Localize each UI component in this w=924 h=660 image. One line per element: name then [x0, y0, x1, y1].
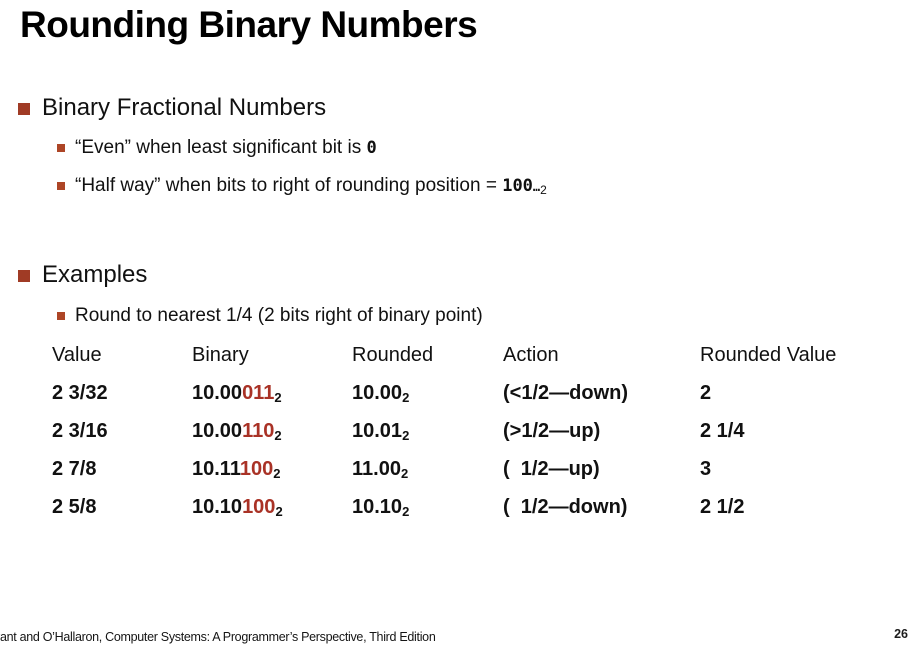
- table-row-action: (<1/2—down): [503, 382, 629, 404]
- bullet-square-icon: [18, 270, 30, 282]
- table-header-binary: Binary: [192, 344, 249, 366]
- rounded-subscript: 2: [402, 390, 410, 405]
- binary-red: 100: [239, 458, 274, 480]
- fractional-item-halfway: “Half way” when bits to right of roundin…: [75, 175, 547, 197]
- table-row-rounded-value: 2: [700, 382, 712, 404]
- bullet-square-icon: [18, 103, 30, 115]
- table-row-rounded: 10.002: [352, 382, 409, 405]
- rounded-main: 10.01: [352, 420, 403, 442]
- rounded-subscript: 2: [400, 466, 409, 481]
- slide-title: Rounding Binary Numbers: [20, 4, 478, 45]
- sub-bullet-square-icon: [57, 144, 65, 152]
- table-row-rounded-value: 3: [700, 458, 712, 480]
- table-row-binary: 10.111002: [192, 458, 280, 481]
- base-subscript: 2: [540, 183, 547, 197]
- rounded-main: 10.00: [352, 382, 403, 404]
- table-row-rounded-value: 2 1/2: [700, 496, 745, 518]
- fractional-item-even-code: 0: [366, 138, 377, 158]
- fractional-item-halfway-text: “Half way” when bits to right of roundin…: [75, 175, 503, 196]
- table-row-action: ( 1/2—up): [503, 458, 600, 480]
- binary-subscript: 2: [275, 504, 283, 519]
- binary-black: 10.00: [192, 382, 243, 404]
- table-row-binary: 10.001102: [192, 420, 282, 443]
- table-header-rounded-value: Rounded Value: [700, 344, 837, 366]
- table-row-action: (>1/2—up): [503, 420, 601, 442]
- rounded-subscript: 2: [402, 428, 410, 443]
- sub-bullet-square-icon: [57, 182, 65, 190]
- table-row-value: 2 3/16: [52, 420, 108, 442]
- table-header-action: Action: [503, 344, 559, 366]
- table-row-rounded: 10.012: [352, 420, 409, 443]
- table-row-rounded-value: 2 1/4: [700, 420, 745, 442]
- table-row-value: 2 5/8: [52, 496, 97, 518]
- section-heading-fractional: Binary Fractional Numbers: [42, 94, 327, 121]
- binary-black: 10.00: [192, 420, 243, 442]
- section-heading-examples: Examples: [42, 261, 148, 288]
- table-row-rounded: 11.002: [352, 458, 408, 481]
- binary-black: 10.10: [192, 496, 243, 518]
- rounded-main: 10.10: [352, 496, 403, 518]
- table-row-binary: 10.101002: [192, 496, 283, 519]
- rounded-subscript: 2: [402, 504, 410, 519]
- sub-bullet-square-icon: [57, 312, 65, 320]
- fractional-item-halfway-code: 100: [502, 176, 533, 196]
- table-row-value: 2 3/32: [52, 382, 108, 404]
- binary-red: 100: [242, 496, 276, 518]
- table-row-action: ( 1/2—down): [503, 496, 628, 518]
- binary-subscript: 2: [273, 466, 281, 481]
- binary-subscript: 2: [274, 390, 282, 405]
- rounded-main: 11.00: [352, 458, 401, 480]
- binary-red: 011: [242, 382, 275, 404]
- binary-red: 110: [242, 420, 275, 442]
- page-number: 26: [894, 627, 908, 641]
- table-row-value: 2 7/8: [52, 458, 97, 480]
- fractional-item-even-text: “Even” when least significant bit is: [75, 137, 367, 158]
- footer-attribution: vant and O’Hallaron, Computer Systems: A…: [0, 630, 436, 644]
- ellipsis: …: [532, 180, 541, 194]
- binary-black: 10.11: [192, 458, 240, 480]
- binary-subscript: 2: [274, 428, 282, 443]
- table-header-rounded: Rounded: [352, 344, 434, 366]
- table-row-rounded: 10.102: [352, 496, 409, 519]
- examples-item-round: Round to nearest 1/4 (2 bits right of bi…: [75, 305, 483, 326]
- fractional-item-even: “Even” when least significant bit is 0: [75, 137, 377, 159]
- table-header-value: Value: [52, 344, 102, 366]
- table-row-binary: 10.000112: [192, 382, 282, 405]
